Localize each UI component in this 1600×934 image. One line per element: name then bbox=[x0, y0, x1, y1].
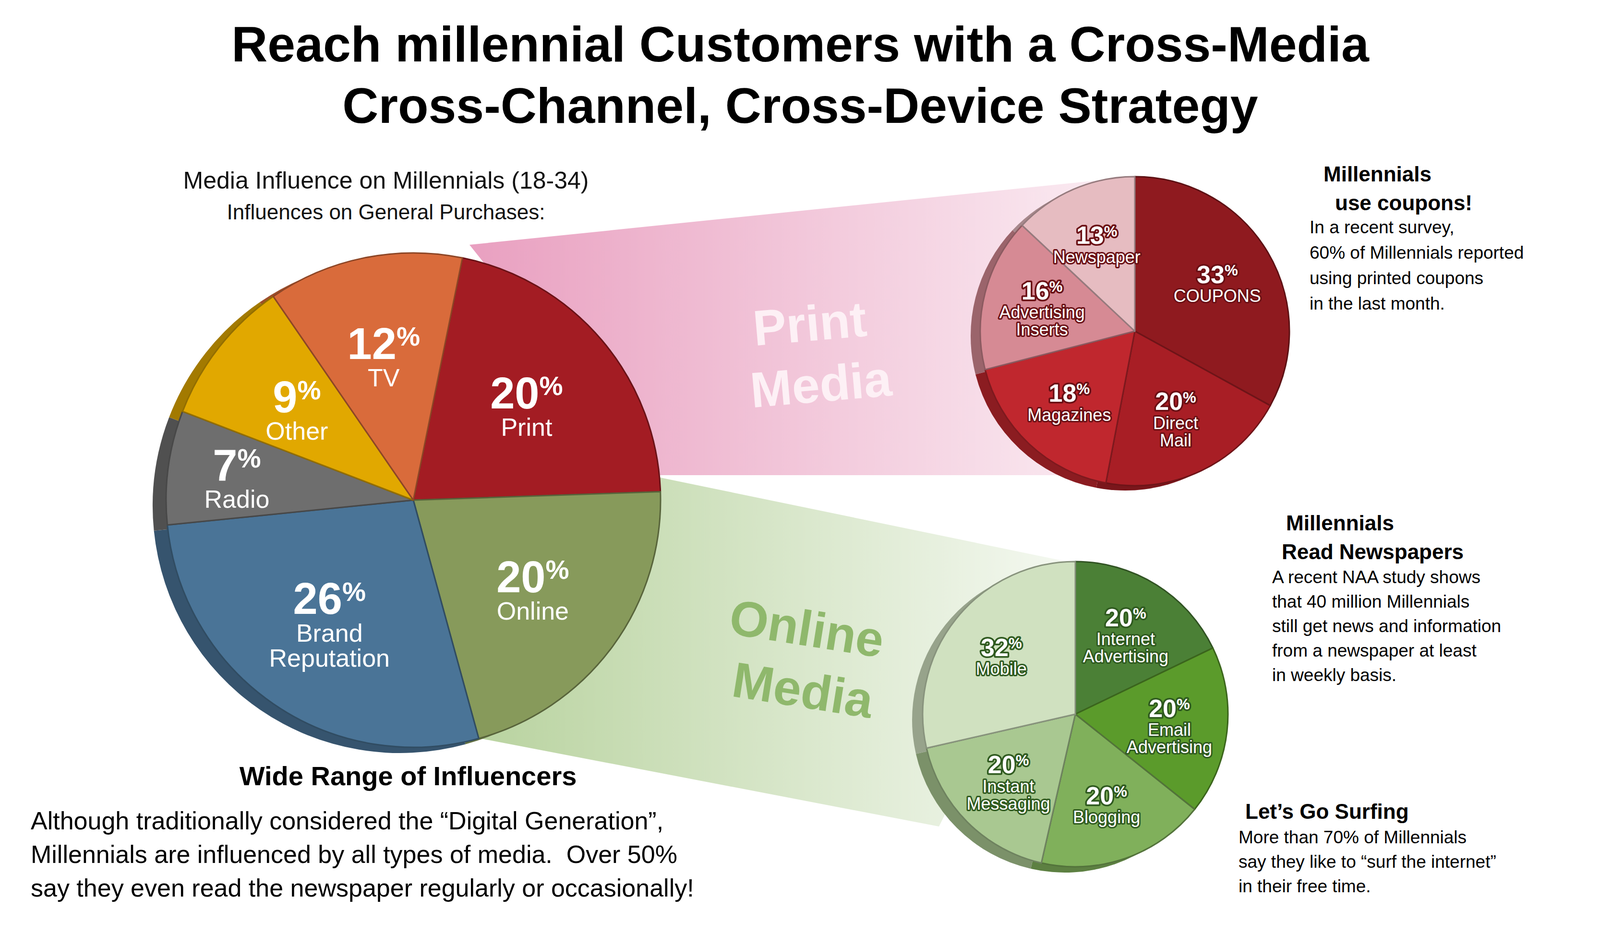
annotation-text: using printed coupons bbox=[1309, 268, 1484, 289]
value-label: 18% bbox=[1048, 379, 1091, 408]
value-label: 20% bbox=[1085, 781, 1128, 810]
pie: 20%InternetAdvertising20%EmailAdvertisin… bbox=[912, 561, 1228, 873]
category-label: Other bbox=[265, 417, 328, 446]
slice-label: 20%EmailAdvertising bbox=[1126, 694, 1213, 758]
annotation-text: that 40 million Millennials bbox=[1272, 591, 1470, 612]
category-label: Magazines bbox=[1027, 405, 1111, 425]
media-title-line: Media bbox=[728, 651, 878, 729]
annotation-text: in the last month. bbox=[1309, 293, 1445, 314]
annotation-text: say they even read the newspaper regular… bbox=[30, 874, 695, 903]
annotation-title: Read Newspapers bbox=[1281, 540, 1464, 564]
annotation-text: 60% of Millennials reported bbox=[1309, 242, 1524, 263]
slice-label: 18%Magazines bbox=[1027, 379, 1111, 425]
value-label: 9% bbox=[272, 372, 321, 422]
slice-label: 9%Other bbox=[265, 372, 328, 446]
slice-label: 33%COUPONS bbox=[1173, 260, 1262, 307]
value-label: 20% bbox=[1154, 387, 1197, 416]
value-label: 20% bbox=[490, 368, 563, 418]
annotation-text: A recent NAA study shows bbox=[1272, 567, 1481, 588]
slices bbox=[980, 176, 1290, 486]
value-label: 20% bbox=[1105, 603, 1147, 632]
annotation-text: from a newspaper at least bbox=[1272, 640, 1477, 661]
annotation-title: Millennials bbox=[1323, 162, 1432, 186]
slice-label: 7%Radio bbox=[204, 440, 270, 514]
value-label: 16% bbox=[1021, 276, 1063, 305]
annotation-title: Let’s Go Surfing bbox=[1245, 799, 1409, 824]
annotation: Wide Range of Influencers Although tradit… bbox=[30, 760, 695, 903]
value-label: 20% bbox=[1148, 694, 1191, 723]
slice-label: 20%Online bbox=[496, 552, 569, 626]
value-label: 7% bbox=[212, 440, 261, 490]
labels: 20%Print20%Online26%BrandReputation7%Rad… bbox=[204, 319, 570, 673]
annotation-text: More than 70% of Millennials bbox=[1238, 827, 1467, 848]
annotation: Millennials use coupons!In a recent surve… bbox=[1309, 162, 1524, 314]
slice-label: 20%DirectMail bbox=[1153, 387, 1199, 451]
slice-label: 20%InternetAdvertising bbox=[1082, 603, 1169, 667]
category-label: Print bbox=[500, 413, 553, 442]
media-title: OnlineMedia bbox=[716, 589, 889, 730]
category-label: Online bbox=[496, 597, 569, 626]
infographic: Reach millennial Customers with a Cross-… bbox=[0, 0, 1600, 934]
media-title-line: Print bbox=[750, 290, 869, 357]
category-label: EmailAdvertising bbox=[1126, 720, 1213, 758]
category-label: Blogging bbox=[1072, 807, 1141, 828]
subtitle: Influences on General Purchases: bbox=[227, 200, 546, 224]
annotation-text: still get news and information bbox=[1272, 616, 1502, 637]
slice-label: 12%TV bbox=[347, 319, 421, 392]
pie: 20%Print20%Online26%BrandReputation7%Rad… bbox=[152, 252, 661, 754]
slices bbox=[166, 252, 661, 748]
annotation-text: Millennials are influenced by all types … bbox=[30, 840, 678, 869]
slice bbox=[273, 252, 463, 501]
annotation-title: use coupons! bbox=[1335, 191, 1473, 215]
category-label: TV bbox=[367, 363, 400, 392]
category-label: Newspaper bbox=[1053, 247, 1141, 267]
category-label: InternetAdvertising bbox=[1082, 629, 1169, 667]
category-label: Radio bbox=[204, 485, 270, 514]
media-title-line: Media bbox=[747, 350, 895, 419]
category-label: COUPONS bbox=[1173, 286, 1262, 306]
slice-label: 26%BrandReputation bbox=[268, 574, 390, 672]
subtitle: Media Influence on Millennials (18-34) bbox=[183, 167, 590, 194]
value-label: 20% bbox=[987, 750, 1030, 779]
media-title: PrintMedia bbox=[742, 288, 895, 419]
annotation-title: Millennials bbox=[1286, 511, 1395, 535]
category-label: InstantMessaging bbox=[966, 776, 1051, 814]
value-label: 32% bbox=[980, 633, 1023, 662]
slice bbox=[922, 561, 1076, 749]
annotation-text: say they like to “surf the internet” bbox=[1238, 852, 1497, 872]
title: Reach millennial Customers with a Cross-… bbox=[231, 16, 1370, 73]
annotation-text: In a recent survey, bbox=[1309, 217, 1455, 238]
title: Cross-Channel, Cross-Device Strategy bbox=[342, 77, 1258, 134]
category-label: Mobile bbox=[975, 659, 1027, 679]
slice bbox=[167, 500, 480, 748]
labels: 20%InternetAdvertising20%EmailAdvertisin… bbox=[966, 603, 1213, 828]
annotation: Millennials Read Newspapers A recent NAA s… bbox=[1272, 511, 1502, 686]
pie: 33%COUPONS 20%DirectMail 18%Magazines 16%Ad… bbox=[970, 176, 1290, 491]
slice-label: 16%AdvertisingInserts bbox=[999, 276, 1085, 340]
slice-label: 20%Print bbox=[490, 368, 563, 442]
value-label: 13% bbox=[1076, 221, 1118, 250]
labels: 33%COUPONS 20%DirectMail 18%Magazines 16%Ad… bbox=[999, 221, 1262, 450]
value-label: 26% bbox=[293, 574, 366, 624]
slice-label: 20%InstantMessaging bbox=[966, 750, 1051, 814]
slice-label: 20%Blogging bbox=[1072, 781, 1141, 828]
category-label: DirectMail bbox=[1153, 413, 1199, 451]
category-label: AdvertisingInserts bbox=[999, 302, 1085, 340]
annotation-text: Although traditionally considered the “D… bbox=[30, 806, 664, 835]
annotation-title: Wide Range of Influencers bbox=[239, 760, 578, 792]
annotation-text: in weekly basis. bbox=[1272, 665, 1397, 686]
category-label: BrandReputation bbox=[268, 619, 390, 673]
value-label: 33% bbox=[1196, 260, 1239, 289]
slices bbox=[922, 561, 1228, 867]
value-label: 20% bbox=[496, 552, 569, 602]
slice-label: 32%Mobile bbox=[975, 633, 1027, 680]
value-label: 12% bbox=[347, 319, 421, 369]
annotation-text: in their free time. bbox=[1238, 876, 1372, 897]
annotation: Let’s Go Surfing More than 70% of Millenn… bbox=[1238, 799, 1497, 897]
slice-label: 13%Newspaper bbox=[1053, 221, 1141, 267]
